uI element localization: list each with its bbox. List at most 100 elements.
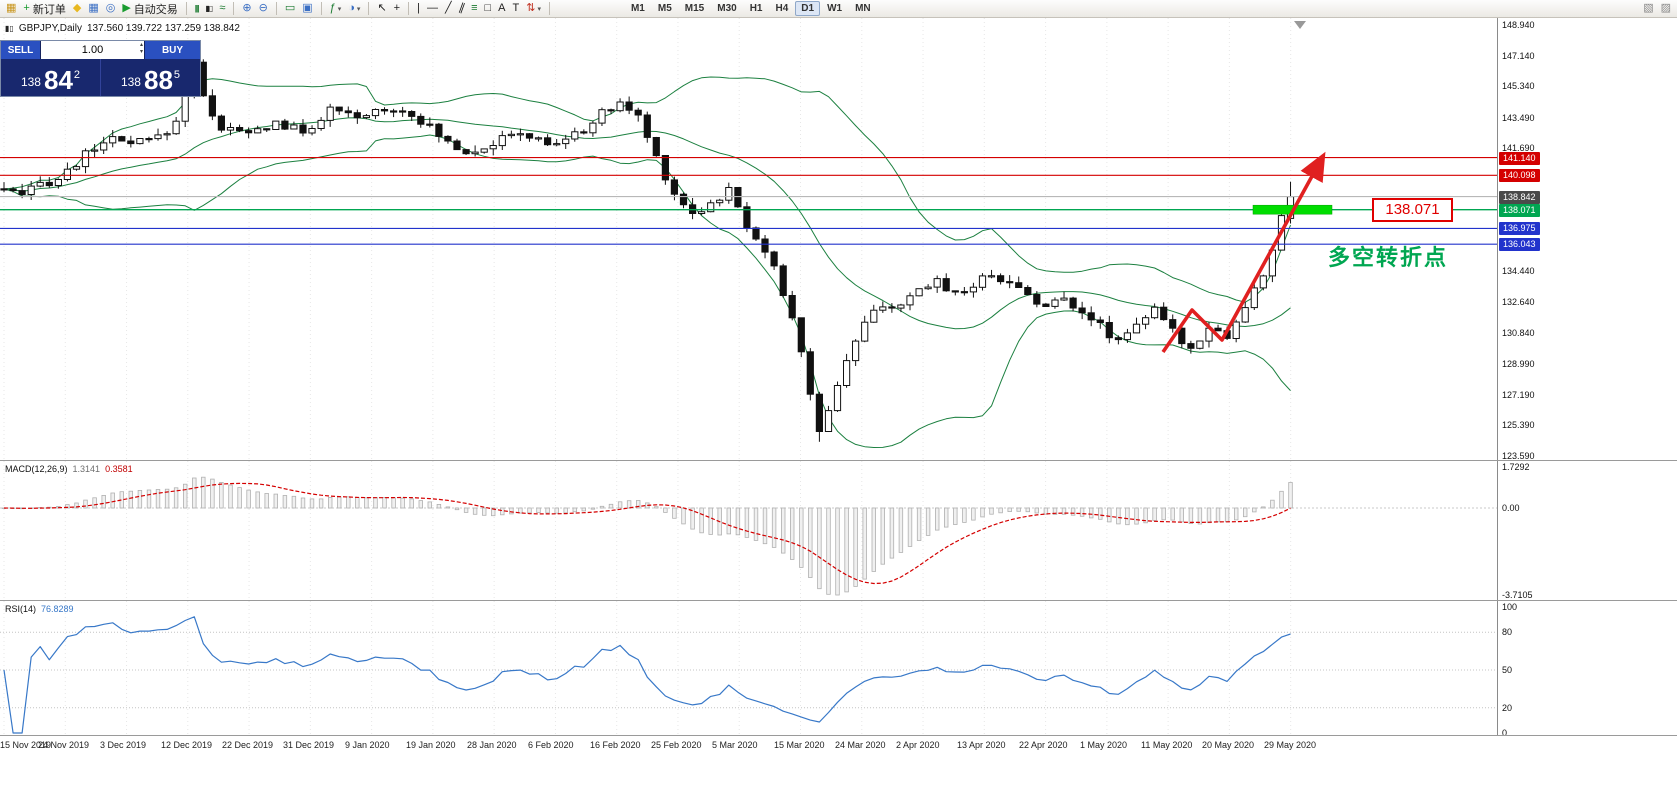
timeframe-h1[interactable]: H1 [749, 3, 763, 14]
fibonacci-icon[interactable]: ≡ [468, 1, 480, 17]
navigator-icon[interactable]: ◎ [103, 1, 119, 17]
auto-trading-button[interactable]: ▶ 自动交易 [119, 1, 180, 17]
horizontal-lines-layer [0, 157, 1497, 245]
time-axis-label: 12 Dec 2019 [161, 740, 213, 750]
timeframe-h4[interactable]: H4 [775, 3, 789, 14]
fullscreen-icon[interactable]: ▨ [1658, 1, 1674, 17]
timeframe-w1[interactable]: W1 [827, 3, 843, 14]
horizontal-line-icon[interactable]: — [424, 1, 441, 17]
price-axis-label: 132.640 [1502, 297, 1535, 307]
cursor-icon[interactable]: ↖ [374, 1, 389, 17]
arrows-icon-dropdown-caret[interactable]: ▾ [537, 5, 541, 13]
time-axis-label: 31 Dec 2019 [283, 740, 335, 750]
support-tag-136043: 136.043 [1499, 238, 1540, 251]
price-axis-label: 128.990 [1502, 359, 1535, 369]
chart-ohlc-values: 137.560 139.722 137.259 138.842 [87, 23, 240, 34]
docking-icon: ▧ [1643, 2, 1654, 14]
line-chart-icon[interactable]: ≈ [216, 1, 228, 17]
buy-price-display[interactable]: 138 88 5 [101, 59, 200, 96]
price-annotation-label[interactable]: 138.071 [1372, 198, 1453, 222]
time-axis-label: 5 Mar 2020 [712, 740, 758, 750]
support-tag-138071: 138.071 [1499, 204, 1540, 217]
time-axis-label: 22 Apr 2020 [1019, 740, 1068, 750]
cycles-icon[interactable]: ◑ ▾ [345, 1, 363, 17]
new-order-icon: + [23, 2, 30, 14]
timeframe-m30[interactable]: M30 [717, 3, 737, 14]
market-watch-icon[interactable]: ▦ [85, 1, 101, 17]
auto-trading-icon: ▶ [122, 2, 131, 14]
indicators-icon[interactable]: ƒ ▾ [327, 1, 345, 17]
new-chart-icon: ▦ [6, 2, 17, 14]
shapes-icon[interactable]: □ [482, 1, 495, 17]
time-axis-label: 28 Jan 2020 [467, 740, 517, 750]
main-chart-panel[interactable]: ▮▯ GBPJPY,Daily 137.560 139.722 137.259 … [0, 18, 1497, 460]
order-buttons-row: SELL 1.00 ▴ ▾ BUY [1, 41, 200, 59]
main-chart-svg [0, 18, 1497, 460]
chart-profile-icon: ◆ [72, 2, 82, 14]
zoom-out-icon[interactable]: ⊖ [256, 1, 271, 17]
vertical-line-icon[interactable]: | [414, 1, 423, 17]
cycles-icon-dropdown-caret[interactable]: ▾ [356, 5, 361, 13]
trendline-icon[interactable]: ╱ [442, 1, 455, 17]
new-chart-icon[interactable]: ▦ [3, 1, 19, 17]
volume-input[interactable]: 1.00 ▴ ▾ [40, 41, 145, 59]
indicators-icon-dropdown-caret[interactable]: ▾ [337, 5, 342, 13]
text-icon[interactable]: A [495, 1, 508, 17]
new-order-button[interactable]: + 新订单 [20, 1, 68, 17]
panel-separator[interactable] [0, 460, 1677, 461]
chart-shift-marker[interactable] [1294, 21, 1306, 29]
price-axis[interactable]: 148.940 147.140 145.340 143.490 141.690 134.4… [1497, 18, 1677, 738]
rsi-axis-label: 0 [1502, 728, 1508, 738]
trend-arrow-annotation[interactable] [1161, 151, 1326, 354]
price-axis-label: 125.390 [1502, 420, 1535, 430]
toolbar-separator [408, 2, 410, 15]
fibonacci-icon: ≡ [471, 2, 478, 14]
time-axis-label: 16 Feb 2020 [590, 740, 641, 750]
cascade-windows-icon[interactable]: ▣ [299, 1, 315, 17]
chart-profile-icon[interactable]: ◆ [70, 1, 84, 17]
grid-layer [3, 18, 1292, 460]
time-axis-label: 6 Feb 2020 [528, 740, 574, 750]
arrows-icon: ⇅ [526, 2, 536, 14]
text-label-icon[interactable]: T [510, 1, 523, 17]
time-axis-label: 20 May 2020 [1202, 740, 1255, 750]
timeframe-m15[interactable]: M15 [684, 3, 705, 14]
last-price-tag: 138.842 [1499, 191, 1540, 204]
rsi-value: 76.8289 [41, 604, 74, 614]
volume-up-icon[interactable]: ▴ [139, 42, 143, 48]
candlestick-mini-icon: ▮▯ [5, 24, 14, 33]
crosshair-icon[interactable]: + [391, 1, 403, 17]
time-axis[interactable]: 15 Nov 2019 24 Nov 2019 3 Dec 2019 12 Dec 2… [0, 735, 1677, 754]
buy-button[interactable]: BUY [145, 41, 200, 59]
crosshair-icon: + [393, 2, 401, 14]
price-axis-label: 127.190 [1502, 390, 1535, 400]
channel-icon[interactable]: ∥ [456, 1, 468, 17]
arrows-icon[interactable]: ⇅ ▾ [523, 1, 544, 17]
bollinger-upper-band [3, 76, 1291, 303]
timeframe-m1[interactable]: M1 [630, 3, 645, 14]
rsi-name: RSI(14) [5, 604, 37, 614]
docking-icon[interactable]: ▧ [1640, 1, 1656, 17]
time-axis-label: 24 Nov 2019 [38, 740, 90, 750]
volume-spinner: ▴ ▾ [140, 42, 143, 56]
cycles-icon: ◑ [348, 2, 355, 14]
turning-point-note[interactable]: 多空转折点 [1328, 245, 1449, 270]
rsi-panel[interactable]: RSI(14) 76.8289 [0, 601, 1497, 735]
horizontal-line-icon: — [426, 2, 438, 14]
zoom-in-icon[interactable]: ⊕ [239, 1, 254, 17]
timeframe-m5[interactable]: M5 [657, 3, 672, 14]
macd-panel[interactable]: MACD(12,26,9) 1.3141 0.3581 [0, 461, 1497, 600]
sell-price-big: 84 [43, 65, 73, 95]
tile-windows-icon[interactable]: ▭ [282, 1, 298, 17]
timeframe-mn[interactable]: MN [855, 3, 871, 14]
volume-down-icon[interactable]: ▾ [139, 49, 143, 55]
price-axis-label: 143.490 [1502, 113, 1535, 123]
timeframe-d1[interactable]: D1 [795, 1, 821, 16]
panel-separator[interactable] [0, 600, 1677, 601]
bar-chart-icon[interactable]: ||| [192, 1, 202, 17]
candlestick-chart-icon[interactable]: ▮▯ [203, 1, 216, 17]
sell-button[interactable]: SELL [1, 41, 40, 59]
sell-price-display[interactable]: 138 84 2 [1, 59, 100, 96]
buy-price-base: 138 [120, 75, 141, 89]
candles-layer [0, 41, 1295, 442]
